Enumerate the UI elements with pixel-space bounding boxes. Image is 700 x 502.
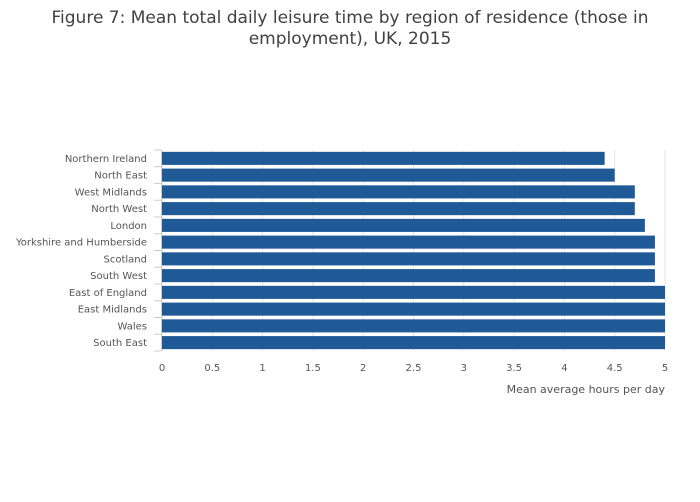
x-tick-label: 0 bbox=[159, 363, 165, 374]
axes bbox=[154, 149, 162, 352]
x-tick-label: 3.5 bbox=[506, 363, 522, 374]
x-tick-label: 4.5 bbox=[607, 363, 623, 374]
category-label: Yorkshire and Humberside bbox=[15, 238, 147, 249]
x-tick-label: 3 bbox=[461, 363, 467, 374]
x-tick-label: 1 bbox=[259, 363, 265, 374]
category-label: East Midlands bbox=[78, 305, 147, 316]
x-tick-label: 2.5 bbox=[406, 363, 422, 374]
x-tick-label: 1.5 bbox=[305, 363, 321, 374]
bars bbox=[162, 151, 665, 350]
x-tick-label: 0.5 bbox=[204, 363, 220, 374]
bar bbox=[162, 336, 665, 350]
x-tick-label: 2 bbox=[360, 363, 366, 374]
bar bbox=[162, 185, 635, 199]
bar bbox=[162, 202, 635, 216]
bar bbox=[162, 252, 655, 266]
bar bbox=[162, 302, 665, 316]
bar bbox=[162, 218, 645, 232]
category-label: West Midlands bbox=[75, 187, 147, 198]
bar bbox=[162, 319, 665, 333]
category-label: South East bbox=[93, 338, 147, 349]
category-label: Scotland bbox=[104, 254, 147, 265]
x-tick-labels: 0 0.5 1 1.5 2 2.5 3 3.5 4 4.5 5 bbox=[159, 363, 668, 374]
category-labels: Northern Ireland North East West Midlands N… bbox=[15, 154, 147, 349]
category-label: South West bbox=[90, 271, 147, 282]
category-label: Northern Ireland bbox=[65, 154, 147, 165]
bar bbox=[162, 151, 605, 165]
category-label: Wales bbox=[117, 321, 147, 332]
bar bbox=[162, 285, 665, 299]
category-label: East of England bbox=[69, 288, 147, 299]
bar bbox=[162, 168, 615, 182]
x-axis-title: Mean average hours per day bbox=[507, 383, 666, 396]
bar bbox=[162, 269, 655, 283]
x-tick-label: 5 bbox=[662, 363, 668, 374]
category-label: North East bbox=[94, 171, 147, 182]
bar bbox=[162, 235, 655, 249]
gridlines bbox=[161, 150, 666, 351]
category-label: North West bbox=[91, 204, 147, 215]
x-tick-label: 4 bbox=[561, 363, 567, 374]
category-label: London bbox=[110, 221, 147, 232]
chart-title: Figure 7: Mean total daily leisure time … bbox=[51, 8, 649, 49]
